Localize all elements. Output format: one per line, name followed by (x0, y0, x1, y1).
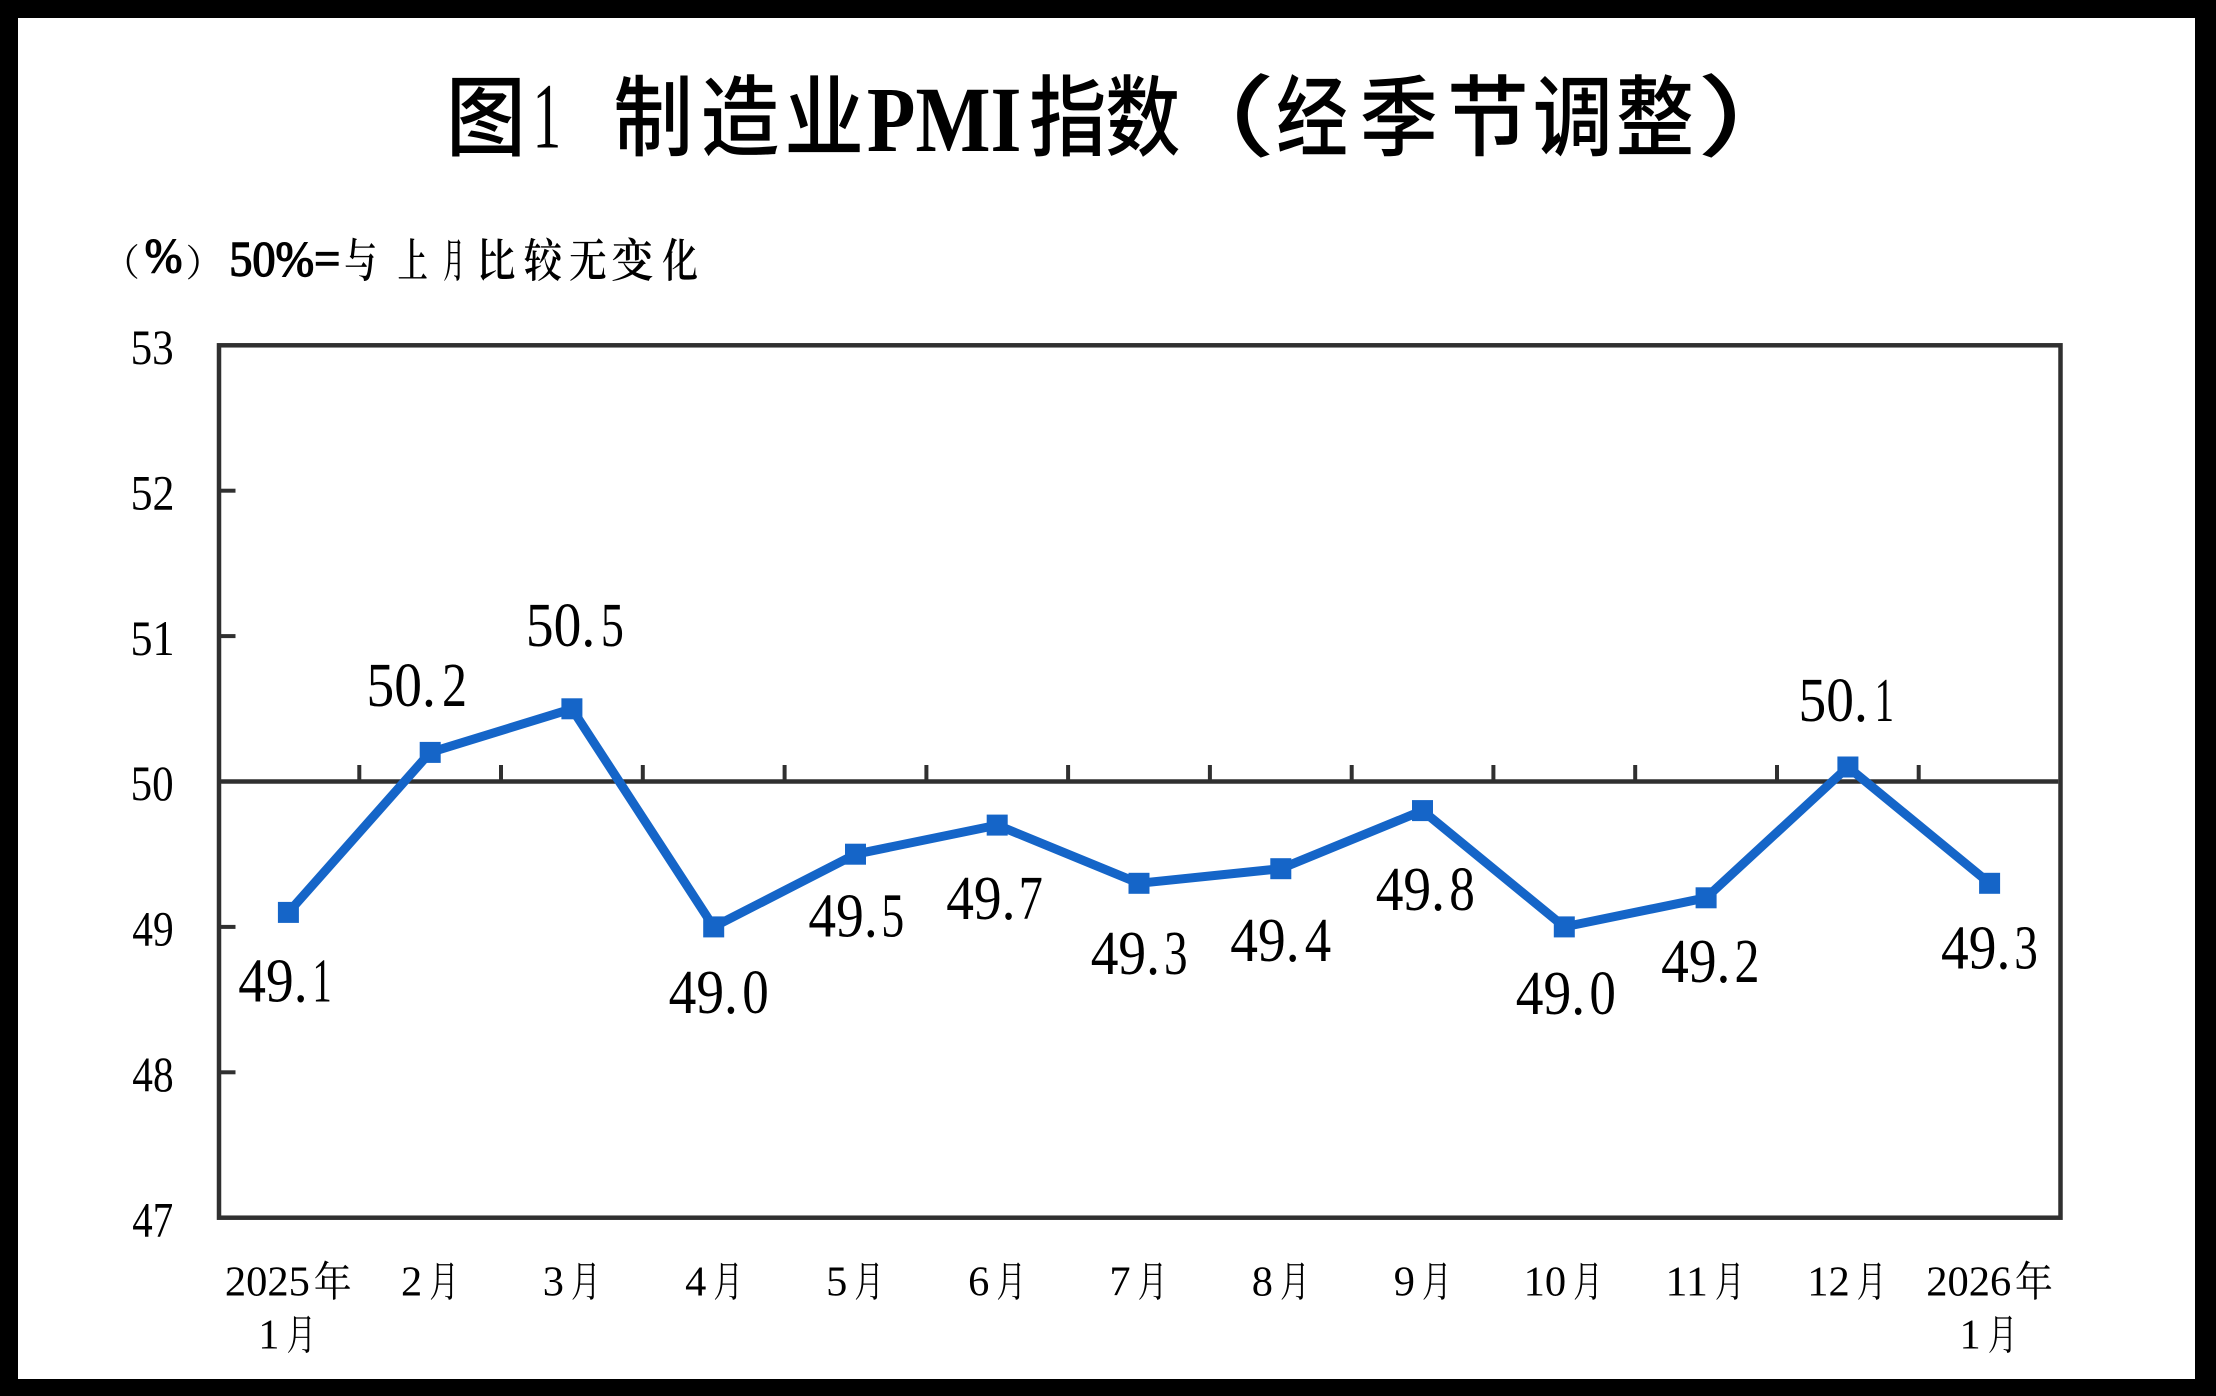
svg-text:1: 1 (1875, 667, 1894, 735)
svg-text:2026: 2026 (1926, 1258, 2011, 1305)
svg-text:49.: 49. (1516, 960, 1585, 1028)
svg-text:1: 1 (533, 66, 562, 169)
svg-text:%: % (145, 230, 183, 283)
svg-text:3: 3 (543, 1258, 564, 1305)
svg-text:53: 53 (131, 320, 174, 375)
svg-text:49.: 49. (669, 959, 738, 1027)
svg-text:6: 6 (968, 1258, 989, 1305)
svg-text:50: 50 (131, 756, 174, 811)
svg-text:1: 1 (1960, 1312, 1981, 1359)
svg-text:48: 48 (132, 1047, 173, 1102)
svg-text:10: 10 (1524, 1258, 1567, 1305)
svg-text:2025: 2025 (225, 1258, 310, 1305)
svg-text:50%=: 50%= (229, 231, 340, 287)
svg-text:4: 4 (1305, 907, 1331, 975)
svg-text:2: 2 (1735, 928, 1760, 996)
svg-text:49.: 49. (1376, 856, 1445, 924)
svg-text:7: 7 (1019, 865, 1043, 933)
svg-text:49.: 49. (1941, 915, 2010, 983)
svg-text:47: 47 (132, 1192, 173, 1247)
svg-text:3: 3 (1164, 920, 1188, 988)
svg-text:49.: 49. (1661, 928, 1730, 996)
svg-text:1: 1 (258, 1312, 279, 1359)
svg-text:2: 2 (442, 652, 467, 720)
svg-text:50.: 50. (1799, 667, 1868, 735)
svg-text:50.: 50. (367, 652, 436, 720)
svg-text:2: 2 (401, 1258, 422, 1305)
svg-text:49.: 49. (238, 948, 307, 1016)
svg-text:5: 5 (601, 592, 624, 660)
svg-text:50.: 50. (526, 592, 595, 660)
svg-text:12: 12 (1807, 1258, 1850, 1305)
svg-text:8: 8 (1449, 856, 1475, 924)
svg-text:0: 0 (1589, 960, 1616, 1028)
svg-text:3: 3 (2014, 915, 2038, 983)
svg-text:49: 49 (132, 902, 173, 957)
svg-text:7: 7 (1109, 1258, 1130, 1305)
svg-text:49.: 49. (808, 883, 877, 951)
svg-text:49.: 49. (1091, 920, 1160, 988)
svg-text:49.: 49. (946, 865, 1015, 933)
svg-text:4: 4 (685, 1258, 706, 1305)
svg-text:5: 5 (881, 883, 904, 951)
svg-text:9: 9 (1394, 1258, 1415, 1305)
svg-text:0: 0 (742, 959, 769, 1027)
svg-text:49.: 49. (1230, 907, 1299, 975)
svg-text:51: 51 (131, 611, 175, 666)
svg-text:52: 52 (131, 465, 175, 520)
svg-text:1: 1 (313, 948, 332, 1016)
svg-text:5: 5 (826, 1258, 847, 1305)
svg-text:PMI: PMI (867, 69, 1022, 172)
svg-text:8: 8 (1252, 1258, 1273, 1305)
svg-text:11: 11 (1665, 1258, 1708, 1305)
